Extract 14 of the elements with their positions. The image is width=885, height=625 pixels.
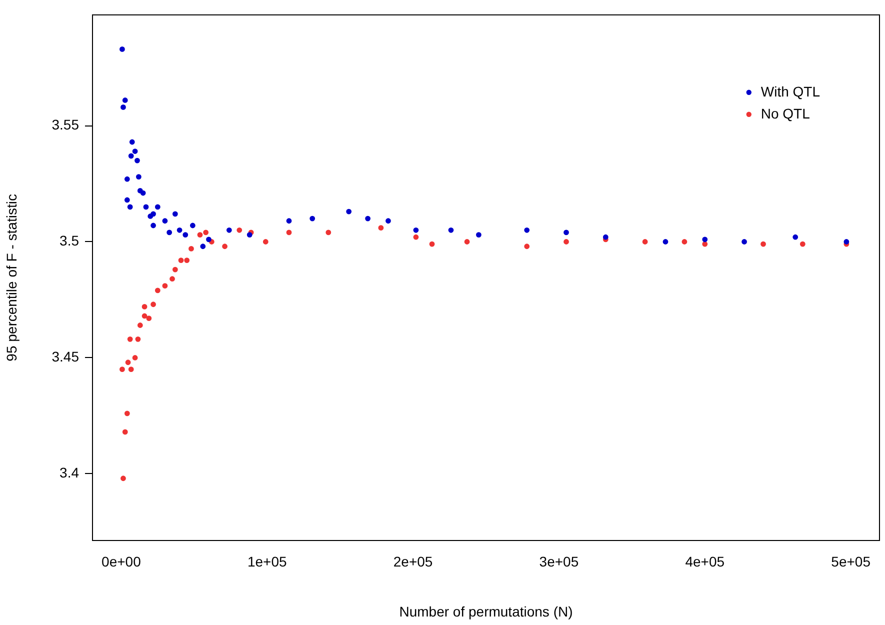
y-tick-label: 3.5	[60, 232, 80, 249]
x-tick-label: 5e+05	[831, 553, 871, 570]
legend-label: No QTL	[760, 105, 810, 122]
x-tick-label: 2e+05	[393, 553, 433, 570]
y-tick-label: 3.45	[52, 348, 80, 365]
x-tick-label: 4e+05	[685, 553, 725, 570]
y-axis-title: 95 percentile of F - statistic	[3, 194, 20, 362]
y-tick-label: 3.4	[60, 464, 80, 481]
y-tick-label: 3.55	[52, 116, 80, 133]
x-tick-label: 1e+05	[247, 553, 287, 570]
x-axis-title: Number of permutations (N)	[399, 603, 573, 620]
x-tick-label: 3e+05	[539, 553, 579, 570]
legend-label: With QTL	[760, 83, 820, 100]
x-tick-label: 0e+00	[102, 553, 142, 570]
